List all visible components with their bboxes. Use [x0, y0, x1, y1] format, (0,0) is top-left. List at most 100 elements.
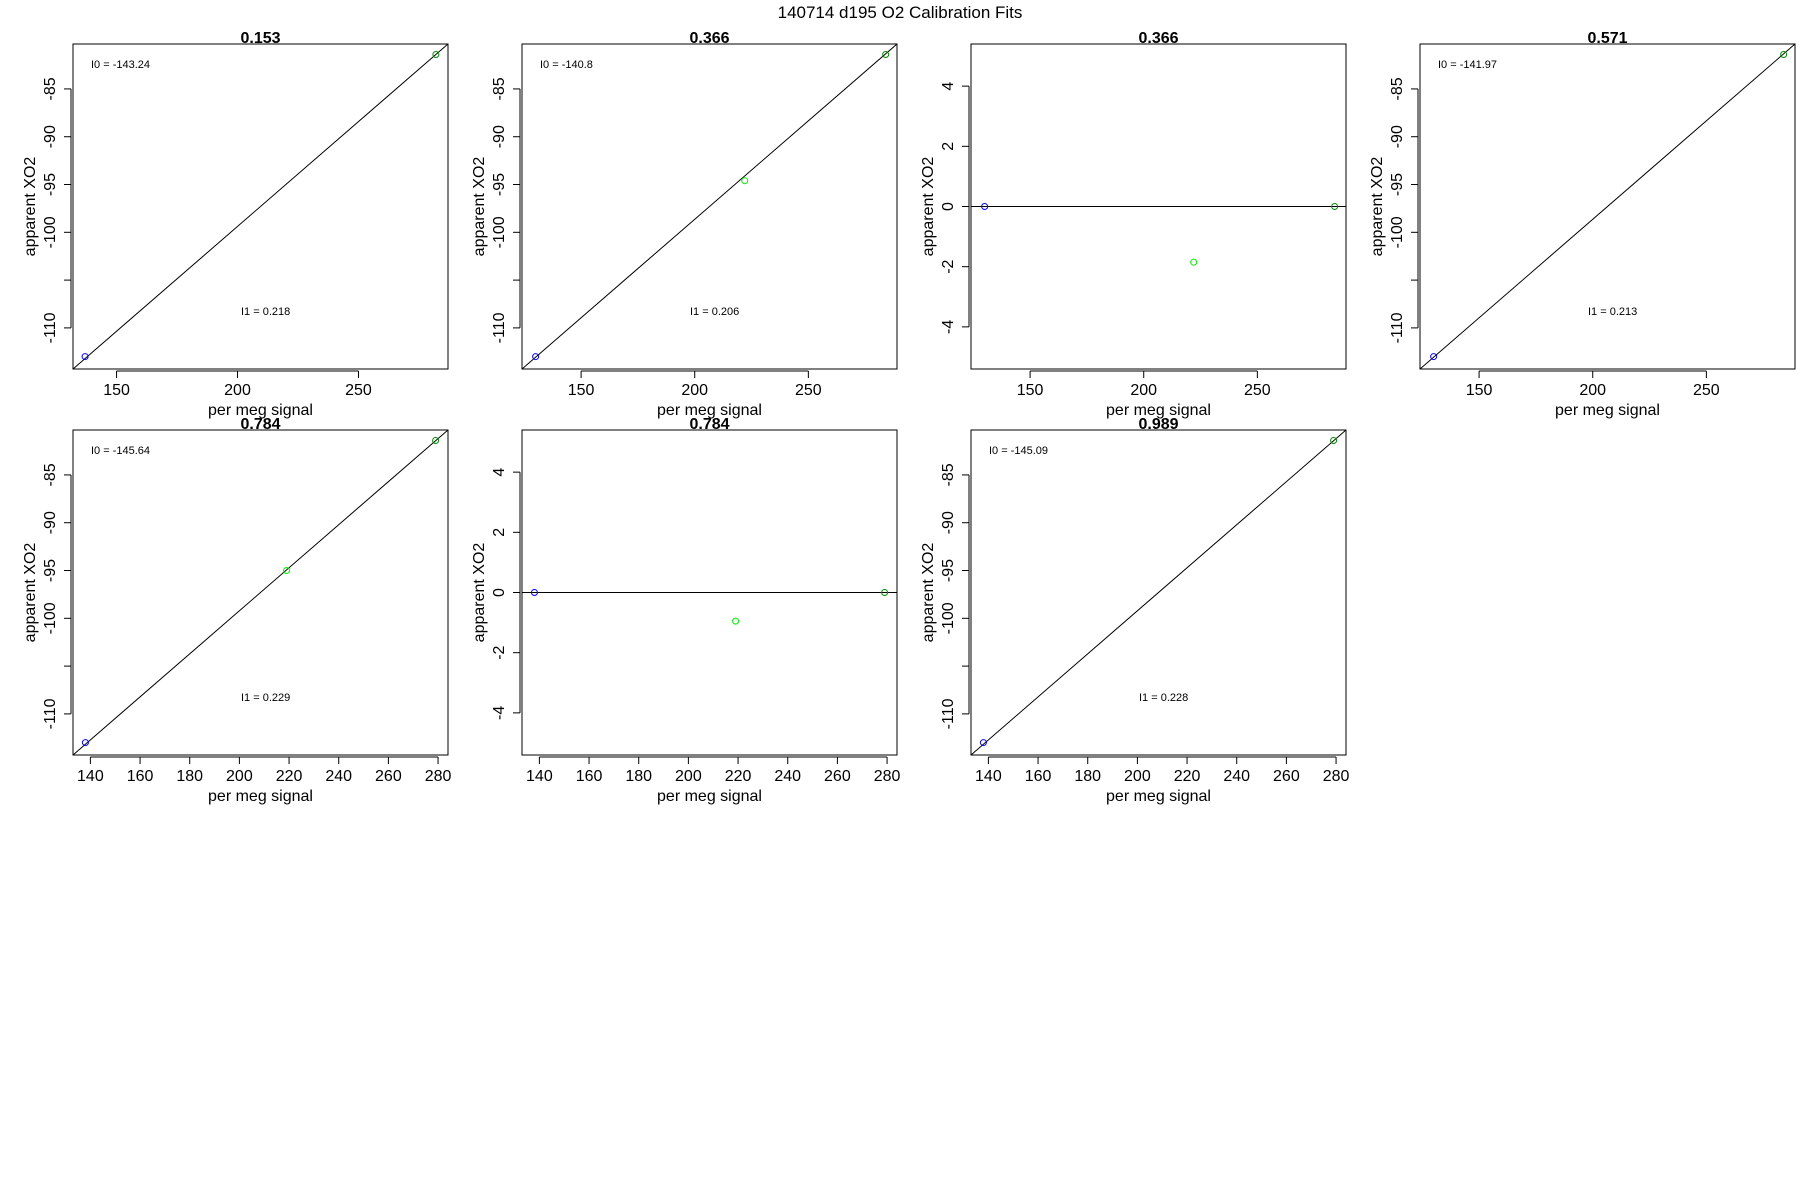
- chart-panel-3: 0.366 150 200 250 per meg signal 4 2 0 -2 -4 appar…: [920, 30, 1347, 419]
- figure-title: 140714 d195 O2 Calibration Fits: [778, 3, 1023, 22]
- y-tick-label: -110: [491, 312, 508, 343]
- y-tick-label: 0: [491, 588, 508, 597]
- x-tick-label: 160: [576, 768, 603, 785]
- chart-panel-1: 0.153 150 200 250 per meg signal -85 -90 -95 -10…: [22, 30, 449, 419]
- x-tick-label: 140: [77, 768, 104, 785]
- plot-frame: [521, 43, 898, 370]
- data-point: [283, 567, 291, 575]
- y-tick-label: -110: [42, 312, 59, 343]
- x-tick-label: 280: [874, 768, 901, 785]
- fit-line: [73, 430, 448, 755]
- data-point: [432, 437, 440, 445]
- x-tick-label: 200: [681, 382, 708, 399]
- panel-title: 0.366: [1138, 30, 1178, 47]
- slope-annotation: I1 = 0.206: [690, 306, 739, 318]
- intercept-annotation: I0 = -140.8: [540, 59, 593, 71]
- x-axis-label: per meg signal: [208, 402, 313, 419]
- plot-frame: [1419, 43, 1796, 370]
- fit-line: [971, 430, 1346, 755]
- y-tick-label: -85: [491, 77, 508, 100]
- y-tick-label: 2: [491, 528, 508, 537]
- x-tick-label: 240: [1223, 768, 1250, 785]
- slope-annotation: I1 = 0.228: [1139, 692, 1188, 704]
- x-axis-label: per meg signal: [657, 788, 762, 805]
- y-tick-label: -90: [1389, 125, 1406, 148]
- x-tick-label: 150: [1017, 382, 1044, 399]
- data-point: [1331, 203, 1339, 210]
- x-axis-label: per meg signal: [1106, 402, 1211, 419]
- y-tick-label: -85: [42, 77, 59, 100]
- y-tick-label: -85: [940, 463, 957, 486]
- y-tick-label: -90: [42, 125, 59, 148]
- y-tick-label: -100: [491, 216, 508, 248]
- x-tick-label: 180: [1074, 768, 1101, 785]
- y-tick-label: 2: [940, 142, 957, 151]
- panel-title: 0.784: [689, 416, 729, 433]
- y-axis-label: apparent XO2: [22, 543, 39, 643]
- x-tick-label: 140: [975, 768, 1002, 785]
- chart-panel-2: 0.366 150 200 250 per meg signal -85 -90 -95 -10…: [471, 30, 898, 419]
- x-tick-label: 140: [526, 768, 553, 785]
- chart-panel-5: 0.784 140 160 180 200 220 240 260 280 per meg sig…: [22, 416, 452, 805]
- y-tick-label: -85: [1389, 77, 1406, 100]
- y-tick-label: 4: [940, 82, 957, 91]
- plot-frame: [970, 43, 1347, 370]
- x-tick-label: 200: [1124, 768, 1151, 785]
- intercept-annotation: I0 = -145.64: [91, 445, 150, 457]
- y-tick-label: -95: [1389, 173, 1406, 196]
- x-tick-label: 150: [568, 382, 595, 399]
- x-tick-label: 260: [375, 768, 402, 785]
- data-point: [81, 739, 89, 747]
- x-tick-label: 220: [725, 768, 752, 785]
- x-tick-label: 280: [1323, 768, 1350, 785]
- x-tick-label: 200: [675, 768, 702, 785]
- x-tick-label: 150: [1466, 382, 1493, 399]
- y-axis-label: apparent XO2: [471, 157, 488, 257]
- y-axis-label: apparent XO2: [1369, 157, 1386, 257]
- x-tick-label: 250: [1693, 382, 1720, 399]
- y-tick-label: -95: [491, 173, 508, 196]
- y-tick-label: -90: [491, 125, 508, 148]
- y-axis-label: apparent XO2: [22, 157, 39, 257]
- slope-annotation: I1 = 0.213: [1588, 306, 1637, 318]
- x-tick-label: 240: [774, 768, 801, 785]
- panel-title: 0.571: [1587, 30, 1627, 47]
- fit-line: [522, 44, 897, 369]
- panel-title: 0.366: [689, 30, 729, 47]
- panel-title: 0.784: [240, 416, 280, 433]
- y-tick-label: -4: [940, 320, 957, 334]
- data-point: [1430, 353, 1438, 361]
- y-tick-label: -2: [491, 645, 508, 659]
- intercept-annotation: I0 = -145.09: [989, 445, 1048, 457]
- y-tick-label: -100: [940, 602, 957, 634]
- y-axis-label: apparent XO2: [920, 543, 937, 643]
- x-tick-label: 150: [103, 382, 130, 399]
- x-tick-label: 220: [1174, 768, 1201, 785]
- y-tick-label: -2: [940, 259, 957, 273]
- data-point: [981, 203, 989, 210]
- plot-frame: [521, 429, 898, 756]
- data-point: [741, 177, 749, 185]
- x-tick-label: 260: [1273, 768, 1300, 785]
- data-point: [530, 589, 538, 596]
- x-tick-label: 200: [1579, 382, 1606, 399]
- y-tick-label: -100: [42, 216, 59, 248]
- x-axis-label: per meg signal: [1106, 788, 1211, 805]
- x-tick-label: 250: [345, 382, 372, 399]
- fit-line: [73, 44, 448, 369]
- intercept-annotation: I0 = -143.24: [91, 59, 150, 71]
- data-point: [979, 739, 987, 747]
- y-tick-label: -100: [42, 602, 59, 634]
- x-tick-label: 200: [226, 768, 253, 785]
- x-axis-label: per meg signal: [208, 788, 313, 805]
- data-point: [1190, 258, 1198, 266]
- x-tick-label: 240: [325, 768, 352, 785]
- slope-annotation: I1 = 0.218: [241, 306, 290, 318]
- y-tick-label: -95: [42, 559, 59, 582]
- x-tick-label: 160: [127, 768, 154, 785]
- y-tick-label: -85: [42, 463, 59, 486]
- data-point: [882, 51, 890, 59]
